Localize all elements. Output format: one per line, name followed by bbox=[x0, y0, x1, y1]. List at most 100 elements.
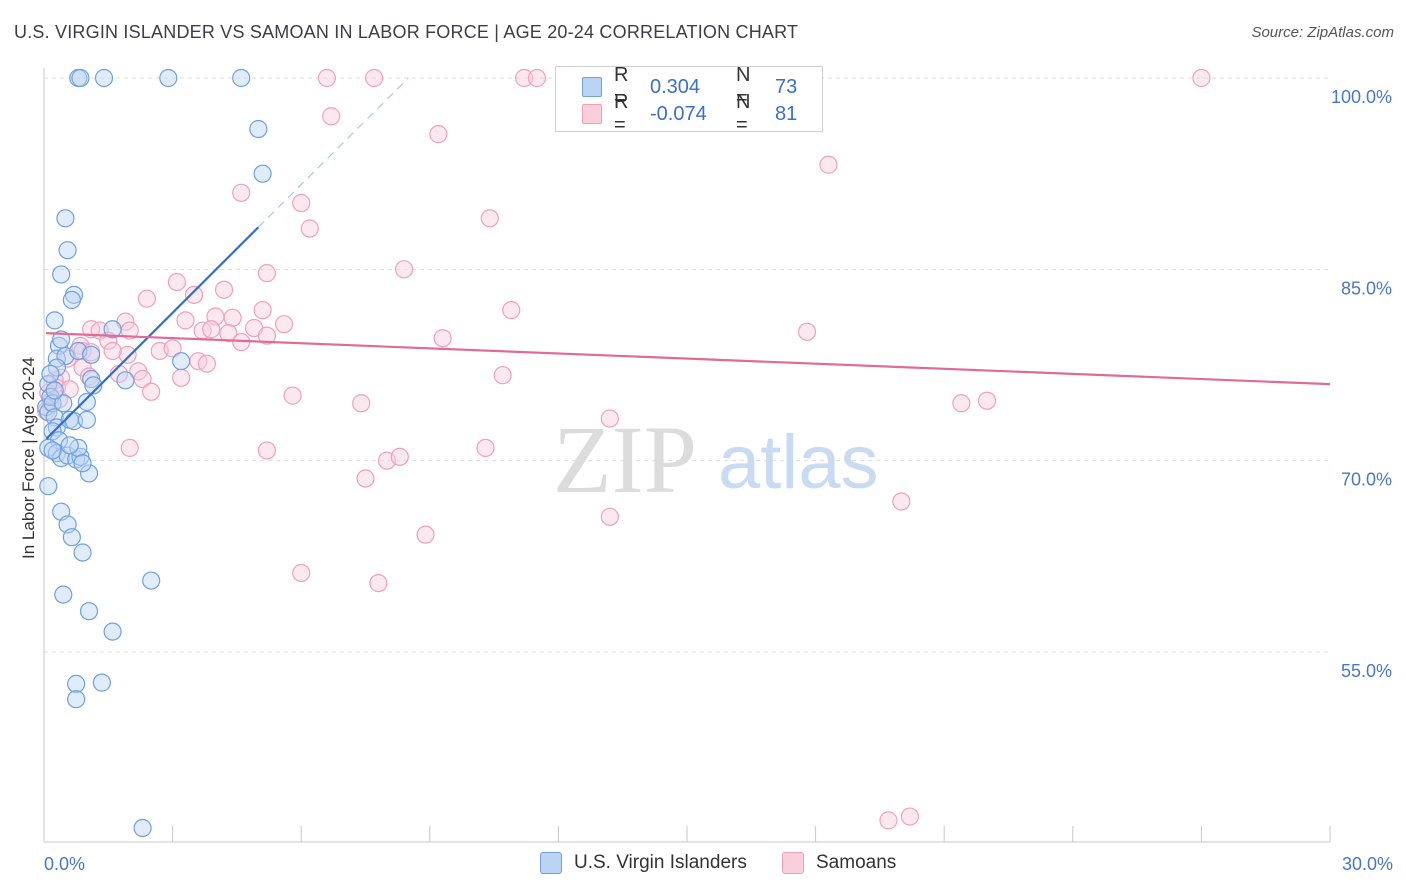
samoan-point bbox=[879, 811, 898, 830]
samoan-point bbox=[600, 507, 619, 526]
virgin-islander-point bbox=[73, 543, 92, 562]
virgin-islander-point bbox=[84, 376, 103, 395]
x-tick-label-min: 0.0% bbox=[44, 854, 85, 874]
virgin-islander-point bbox=[41, 364, 60, 384]
n-label: N = bbox=[736, 91, 751, 136]
samoan-point bbox=[433, 329, 452, 348]
samoan-point bbox=[480, 209, 499, 228]
virgin-islander-point bbox=[54, 394, 73, 413]
samoan-point bbox=[142, 382, 161, 401]
chart-title: U.S. VIRGIN ISLANDER VS SAMOAN IN LABOR … bbox=[14, 22, 799, 42]
trend-lines bbox=[45, 77, 1331, 440]
r-label: R = bbox=[614, 64, 629, 109]
legend-swatch-blue bbox=[582, 77, 602, 97]
samoan-point bbox=[317, 68, 337, 88]
legend-swatch-blue bbox=[540, 852, 562, 874]
virgin-islander-point bbox=[77, 410, 96, 429]
virgin-islander-point bbox=[103, 622, 122, 641]
virgin-islander-point bbox=[71, 68, 90, 88]
samoan-point bbox=[797, 322, 817, 341]
samoan-point bbox=[527, 68, 547, 88]
samoan-point bbox=[274, 315, 294, 334]
samoan-point bbox=[219, 324, 238, 343]
virgin-islander-point bbox=[43, 441, 62, 460]
samoan-point bbox=[292, 563, 311, 583]
legend-swatch-pink bbox=[582, 104, 602, 124]
tick-labels: 55.0% 70.0% 85.0% 100.0% 0.0% 30.0% bbox=[44, 87, 1393, 874]
samoan-point bbox=[232, 183, 251, 202]
virgin-islander-trend-extension bbox=[257, 77, 409, 228]
y-tick-label: 55.0% bbox=[1341, 661, 1392, 681]
samoan-point bbox=[900, 807, 920, 826]
legend-item-samoans[interactable]: Samoans bbox=[782, 852, 896, 874]
samoan-point bbox=[322, 107, 341, 126]
virgin-islander-point bbox=[94, 68, 114, 88]
virgin-islander-point bbox=[52, 330, 71, 349]
legend-swatch-pink bbox=[782, 852, 804, 874]
virgin-islander-point bbox=[56, 209, 75, 228]
samoan-point bbox=[892, 492, 911, 511]
r-label: R = bbox=[614, 91, 629, 136]
samoan-point bbox=[515, 68, 534, 88]
r-value: 0.304 bbox=[650, 75, 701, 98]
virgin-islander-point bbox=[58, 241, 77, 260]
virgin-islander-point bbox=[77, 392, 96, 412]
samoan-point bbox=[394, 260, 414, 279]
samoan-point bbox=[103, 341, 122, 361]
virgin-islander-point bbox=[52, 265, 71, 284]
virgin-islander-point bbox=[92, 673, 111, 692]
virgin-islander-point bbox=[232, 68, 251, 88]
samoan-point bbox=[819, 155, 838, 174]
samoan-point bbox=[356, 469, 375, 488]
samoan-point bbox=[493, 366, 512, 385]
samoan-point bbox=[137, 289, 156, 308]
watermark-atlas: atlas bbox=[718, 420, 879, 505]
virgin-islander-trend-line bbox=[45, 226, 260, 440]
y-axis-label: In Labor Force | Age 20-24 bbox=[19, 357, 38, 559]
samoan-point bbox=[977, 391, 997, 410]
virgin-islander-point bbox=[54, 585, 73, 604]
virgin-islander-point bbox=[67, 674, 86, 693]
virgin-islander-point bbox=[103, 320, 122, 339]
samoan-point bbox=[184, 285, 204, 304]
y-tick-label: 100.0% bbox=[1331, 87, 1392, 107]
virgin-islander-point bbox=[62, 290, 81, 310]
samoan-point bbox=[292, 193, 311, 213]
samoan-point bbox=[167, 272, 186, 292]
grid-lines bbox=[44, 77, 1330, 653]
n-value: 73 bbox=[775, 75, 798, 98]
virgin-islander-point bbox=[45, 381, 64, 400]
virgin-islander-point bbox=[253, 164, 272, 183]
samoan-point bbox=[120, 438, 139, 458]
virgin-islander-point bbox=[159, 68, 178, 88]
samoan-point bbox=[476, 438, 495, 458]
watermark: ZIP atlas bbox=[553, 406, 879, 513]
virgin-islander-point bbox=[142, 571, 161, 590]
r-value: -0.074 bbox=[650, 102, 707, 125]
samoan-point bbox=[118, 345, 137, 364]
samoan-point bbox=[253, 301, 272, 320]
samoan-point bbox=[429, 125, 448, 144]
samoan-point bbox=[202, 320, 221, 339]
samoan-point bbox=[283, 386, 302, 405]
samoan-point bbox=[390, 447, 409, 466]
virgin-islander-point bbox=[116, 371, 135, 390]
watermark-zip: ZIP bbox=[553, 406, 697, 513]
samoan-point bbox=[176, 311, 195, 330]
virgin-islander-point bbox=[79, 464, 99, 483]
samoan-point bbox=[952, 394, 971, 413]
correlation-legend: R = 0.304 N = 73 R = -0.074 N = 81 bbox=[555, 64, 823, 136]
samoan-point bbox=[197, 354, 216, 373]
samoan-point bbox=[79, 367, 99, 386]
samoan-point bbox=[214, 280, 234, 299]
virgin-islander-point bbox=[45, 311, 64, 330]
source-label[interactable]: Source: ZipAtlas.com bbox=[1251, 24, 1394, 41]
legend-item-virgin-islanders[interactable]: U.S. Virgin Islanders bbox=[540, 852, 747, 874]
samoan-point bbox=[257, 441, 277, 460]
y-tick-label: 70.0% bbox=[1341, 470, 1392, 490]
n-value: 81 bbox=[775, 102, 798, 125]
x-tick-label-max: 30.0% bbox=[1342, 854, 1393, 874]
samoan-point bbox=[364, 68, 384, 88]
samoan-point bbox=[257, 264, 277, 283]
